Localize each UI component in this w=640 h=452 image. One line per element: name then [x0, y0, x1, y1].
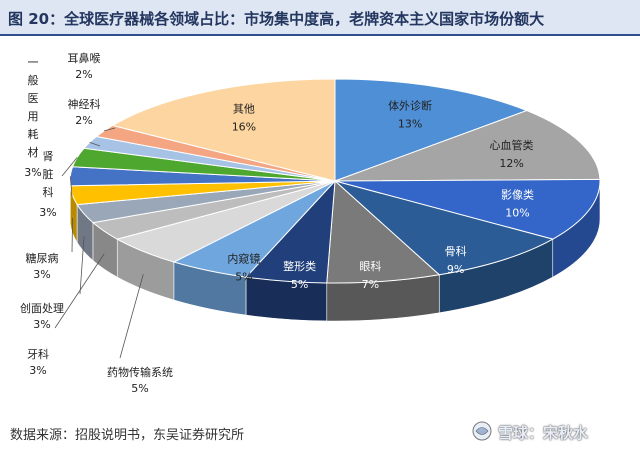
leader-line-13: [89, 141, 101, 147]
slice-value-12: 3%: [24, 166, 41, 179]
slice-label-7: 药物传输系统: [107, 365, 173, 379]
leader-line-11: [69, 176, 73, 197]
slice-label-0: 体外诊断: [388, 98, 432, 112]
pie-slice-2: [334, 178, 601, 240]
figure-title-bar: 图 20：全球医疗器械各领域占比：市场集中度高，老牌资本主义国家市场份额大: [0, 0, 640, 36]
slice-value-0: 13%: [398, 117, 422, 130]
data-source-note: 数据来源：招股说明书，东吴证券研究所: [10, 428, 245, 443]
pie-slice-side-5: [245, 276, 328, 322]
pie-slice-0: [334, 78, 529, 182]
leader-line-8: [54, 253, 105, 329]
slice-label-12: 一般医用耗材: [28, 56, 39, 159]
watermark: 雪球：宋秋水: [470, 418, 635, 446]
slice-value-3: 9%: [447, 263, 464, 276]
slice-label-9: 创面处理: [20, 302, 64, 315]
leader-line-7: [119, 274, 144, 359]
slice-label-11: 肾脏科: [43, 150, 54, 199]
slice-label-6: 内窥镜: [227, 251, 260, 265]
pie-chart: 体外诊断 13% 心血管类 12% 影像类 10% 骨科 9% 眼科 7% 整形类 5% 内窥镜 5% 药物…: [0, 36, 640, 412]
leader-line-14: [104, 127, 116, 132]
slice-label-5: 整形类: [283, 259, 316, 273]
slice-value-5: 5%: [291, 278, 308, 291]
slice-value-4: 7%: [362, 278, 379, 291]
pie-slice-3: [334, 180, 555, 276]
slice-value-6: 5%: [235, 270, 252, 283]
slice-value-9: 3%: [33, 318, 50, 331]
pie-chart-svg: 体外诊断 13% 心血管类 12% 影像类 10% 骨科 9% 眼科 7% 整形类 5% 内窥镜 5% 药物…: [20, 51, 601, 395]
figure-title: 图 20：全球医疗器械各领域占比：市场集中度高，老牌资本主义国家市场份额大: [8, 10, 545, 28]
pie-slice-1: [334, 110, 601, 182]
leader-line-12: [61, 157, 78, 177]
slice-value-11: 3%: [39, 206, 56, 219]
slice-label-10: 糖尿病: [26, 251, 59, 265]
slice-label-1: 心血管类: [490, 138, 534, 152]
slice-value-10: 3%: [33, 268, 50, 281]
slice-value-7: 5%: [131, 382, 148, 395]
slice-label-2: 影像类: [501, 187, 534, 201]
slice-label-15: 其他: [233, 102, 255, 115]
slice-value-14: 2%: [75, 68, 92, 81]
slice-value-13: 2%: [75, 114, 92, 127]
slice-label-8: 牙科: [27, 347, 49, 361]
watermark-text: 雪球：宋秋水: [498, 424, 589, 442]
slice-label-14: 耳鼻喉: [68, 51, 101, 65]
slice-value-8: 3%: [29, 364, 46, 377]
slice-label-4: 眼科: [359, 259, 381, 273]
slice-value-1: 12%: [499, 157, 523, 170]
slice-label-3: 骨科: [445, 244, 467, 258]
leader-line-9: [79, 236, 85, 295]
pie-slice-15: [111, 78, 336, 182]
slice-value-15: 16%: [232, 120, 256, 133]
leader-line-10: [71, 218, 73, 253]
snowball-logo-icon: [472, 421, 492, 441]
pie-slice-4: [326, 179, 441, 284]
slice-value-2: 10%: [505, 206, 529, 219]
slice-label-13: 神经科: [68, 97, 101, 111]
